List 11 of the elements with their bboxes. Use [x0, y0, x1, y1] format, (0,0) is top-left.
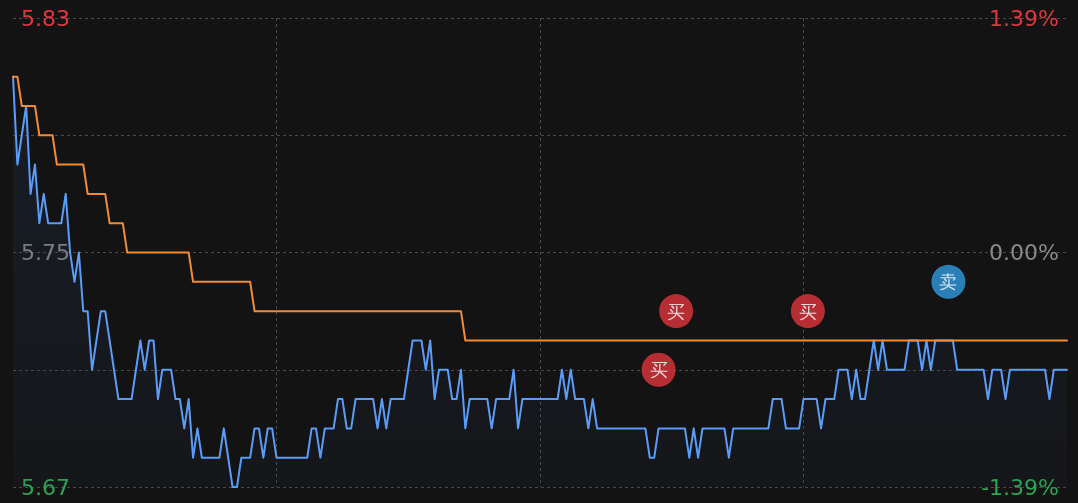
- line-series: [12, 75, 1068, 342]
- data-label: 买: [649, 359, 668, 381]
- y-tick-label: 5.83: [21, 5, 70, 31]
- data-label: 卖: [939, 271, 958, 293]
- y2-tick-label: 0.00%: [989, 240, 1059, 265]
- y-tick-label: 5.75: [21, 240, 70, 265]
- y2-tick-label: 1.39%: [989, 5, 1059, 31]
- data-label: 买: [667, 300, 686, 322]
- y2-tick-label: -1.39%: [981, 474, 1059, 500]
- y-tick-label: 5.67: [21, 474, 70, 500]
- data-label: 买: [798, 300, 817, 322]
